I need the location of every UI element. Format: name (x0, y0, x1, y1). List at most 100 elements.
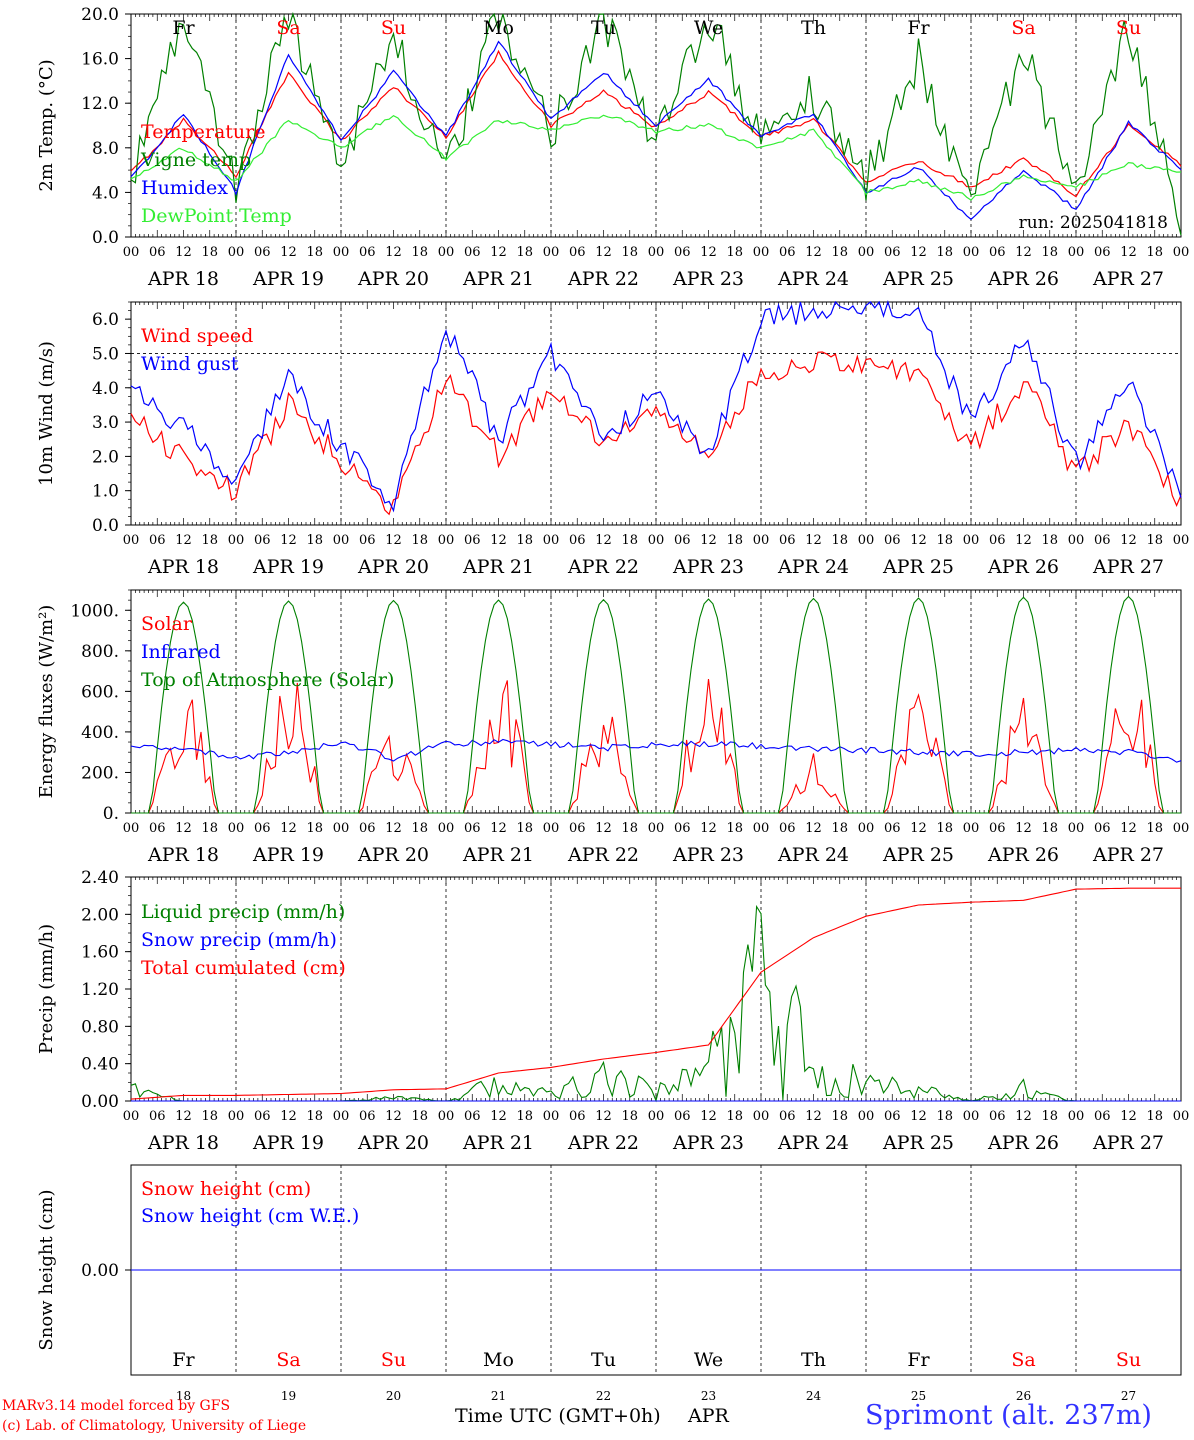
legend-vigne-temp: Vigne temp (140, 149, 251, 171)
hour-tick-label: 12 (805, 1109, 822, 1124)
hour-tick-label: 00 (648, 533, 665, 548)
hour-tick-label: 18 (1041, 533, 1058, 548)
hour-tick-label: 12 (700, 821, 717, 836)
legend-wind-speed: Wind speed (141, 325, 253, 347)
day-label: APR 19 (252, 844, 324, 866)
panel-3 (125, 589, 1182, 814)
day-number-label: 18 (176, 1389, 191, 1403)
hour-tick-label: 12 (280, 533, 297, 548)
day-number-label: 21 (491, 1389, 506, 1403)
day-label: APR 25 (882, 556, 954, 578)
day-label: APR 25 (882, 1132, 954, 1154)
hour-tick-label: 06 (254, 821, 271, 836)
hour-tick-label: 00 (858, 533, 875, 548)
hour-tick-label: 00 (753, 1109, 770, 1124)
day-label: APR 18 (147, 556, 219, 578)
hour-tick-label: 18 (201, 1109, 218, 1124)
hour-tick-label: 00 (963, 821, 980, 836)
panel-4 (125, 876, 1182, 1103)
hour-tick-label: 06 (674, 821, 691, 836)
hour-tick-label: 00 (963, 245, 980, 260)
hour-tick-label: 00 (1068, 533, 1085, 548)
hour-tick-label: 00 (333, 245, 350, 260)
hour-tick-label: 00 (333, 821, 350, 836)
day-label: APR 25 (882, 268, 954, 290)
hour-tick-label: 18 (306, 533, 323, 548)
hour-tick-label: 12 (385, 1109, 402, 1124)
hour-tick-label: 00 (1068, 245, 1085, 260)
hour-tick-label: 18 (936, 245, 953, 260)
legend-top-of-atmosphere-solar: Top of Atmosphere (Solar) (141, 669, 394, 691)
weekday-label: Tu (591, 17, 616, 39)
hour-tick-label: 06 (884, 533, 901, 548)
series-top-of-atmosphere-solar (131, 595, 1181, 814)
hour-tick-label: 00 (648, 245, 665, 260)
y-tick-label: 0.00 (81, 1261, 119, 1281)
hour-tick-label: 00 (1173, 821, 1190, 836)
hour-tick-label: 12 (595, 245, 612, 260)
day-label: APR 19 (252, 556, 324, 578)
hour-tick-label: 00 (333, 533, 350, 548)
legend-total-cumulated-cm: Total cumulated (cm) (141, 957, 346, 979)
day-label: APR 21 (462, 268, 534, 290)
hour-tick-label: 12 (595, 1109, 612, 1124)
y-tick-label: 0.40 (81, 1055, 119, 1075)
weekday-label: Mo (483, 17, 514, 39)
plot-frame (130, 301, 1182, 526)
legend-temperature: Temperature (141, 121, 265, 143)
legend-humidex: Humidex (141, 177, 228, 199)
hour-tick-label: 12 (700, 533, 717, 548)
y-tick-label: 2.40 (81, 868, 119, 888)
run-id-note: run: 2025041818 (1019, 213, 1168, 233)
legend-snow-precip-mm-h: Snow precip (mm/h) (141, 929, 337, 951)
hour-tick-label: 06 (254, 1109, 271, 1124)
day-label: APR 18 (147, 1132, 219, 1154)
hour-tick-label: 18 (936, 533, 953, 548)
weekday-label: We (694, 17, 723, 39)
hour-tick-label: 00 (228, 1109, 245, 1124)
hour-tick-label: 18 (726, 533, 743, 548)
series-humidex (130, 40, 1182, 221)
day-label: APR 24 (777, 1132, 849, 1154)
station-name: Sprimont (alt. 237m) (865, 1400, 1152, 1431)
day-label: APR 24 (777, 844, 849, 866)
day-label: APR 27 (1092, 556, 1164, 578)
hour-tick-label: 12 (805, 821, 822, 836)
y-tick-label: 3.0 (92, 413, 119, 433)
hour-tick-label: 06 (569, 821, 586, 836)
y-tick-label: 1.20 (81, 980, 119, 1000)
hour-tick-label: 06 (569, 1109, 586, 1124)
day-label: APR 19 (252, 1132, 324, 1154)
hour-tick-label: 18 (621, 821, 638, 836)
weekday-label: Sa (1011, 17, 1035, 39)
day-label: APR 26 (987, 556, 1059, 578)
hour-tick-label: 06 (464, 533, 481, 548)
hour-tick-label: 18 (936, 821, 953, 836)
hour-tick-label: 06 (779, 821, 796, 836)
panel-2 (125, 300, 1182, 526)
hour-tick-label: 12 (280, 1109, 297, 1124)
y-tick-label: 5.0 (92, 344, 119, 364)
day-label: APR 23 (672, 1132, 744, 1154)
hour-tick-label: 18 (1146, 533, 1163, 548)
legend-infrared: Infrared (141, 641, 221, 663)
hour-tick-label: 06 (359, 821, 376, 836)
model-credit: MARv3.14 model forced by GFS (2, 1398, 231, 1414)
day-number-label: 25 (911, 1389, 926, 1403)
hour-tick-label: 18 (726, 1109, 743, 1124)
lab-credit: (c) Lab. of Climatology, University of L… (2, 1418, 307, 1434)
day-label: APR 23 (672, 844, 744, 866)
y-axis-label: Energy fluxes (W/m²) (36, 605, 57, 799)
y-tick-label: 1.60 (81, 943, 119, 963)
hour-tick-label: 12 (385, 245, 402, 260)
day-number-label: 20 (386, 1389, 401, 1403)
hour-tick-label: 06 (359, 1109, 376, 1124)
hour-tick-label: 06 (989, 533, 1006, 548)
hour-tick-label: 18 (201, 821, 218, 836)
weekday-label: Th (801, 1349, 826, 1371)
hour-tick-label: 12 (910, 245, 927, 260)
hour-tick-label: 00 (123, 533, 140, 548)
hour-tick-label: 12 (490, 533, 507, 548)
day-label: APR 26 (987, 844, 1059, 866)
weekday-label: Mo (483, 1349, 514, 1371)
